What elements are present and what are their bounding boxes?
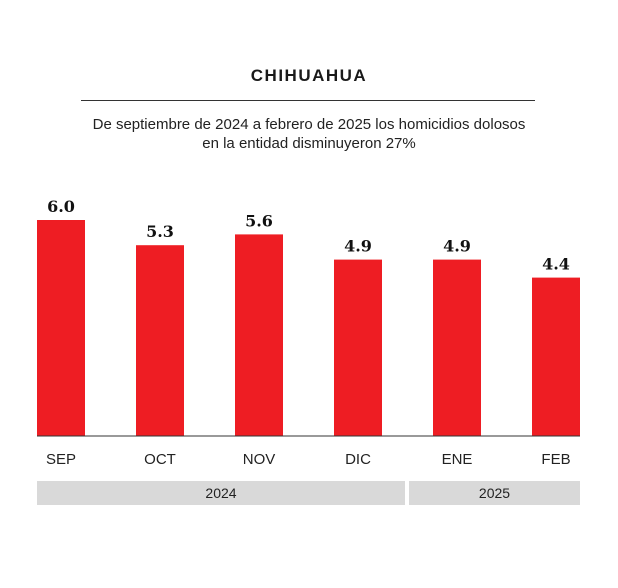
category-label-oct: OCT (144, 451, 176, 468)
value-label-feb: 4.4 (542, 255, 570, 274)
subtitle-line-2: en la entidad disminuyeron 27% (202, 135, 416, 152)
bar-nov (235, 234, 283, 436)
bar-sep (37, 220, 85, 436)
year-band-2025 (409, 481, 580, 505)
value-label-nov: 5.6 (245, 211, 273, 230)
chart-subtitle: De septiembre de 2024 a febrero de 2025 … (0, 115, 618, 153)
value-label-dic: 4.9 (344, 237, 372, 256)
value-label-oct: 5.3 (146, 222, 174, 241)
year-label-2025: 2025 (479, 485, 510, 501)
year-label-2024: 2024 (205, 485, 236, 501)
category-label-ene: ENE (442, 451, 473, 468)
year-bands-group: 2024 2025 (37, 481, 580, 505)
bar-ene (433, 259, 481, 436)
subtitle-line-1: De septiembre de 2024 a febrero de 2025 … (92, 116, 526, 133)
bars-group (37, 220, 580, 436)
year-band-2024 (37, 481, 405, 505)
value-label-ene: 4.9 (443, 237, 471, 256)
category-label-nov: NOV (243, 451, 276, 468)
category-labels-group: SEP OCT NOV DIC ENE FEB (46, 451, 571, 468)
category-label-feb: FEB (541, 451, 570, 468)
title-divider (81, 100, 535, 101)
bar-feb (532, 277, 580, 436)
bar-oct (136, 245, 184, 436)
category-label-dic: DIC (345, 451, 371, 468)
category-label-sep: SEP (46, 451, 76, 468)
value-label-sep: 6.0 (47, 197, 75, 216)
chart-title: CHIHUAHUA (250, 66, 368, 85)
value-labels-group: 6.0 5.3 5.6 4.9 4.9 4.4 (47, 197, 570, 274)
bar-dic (334, 259, 382, 436)
